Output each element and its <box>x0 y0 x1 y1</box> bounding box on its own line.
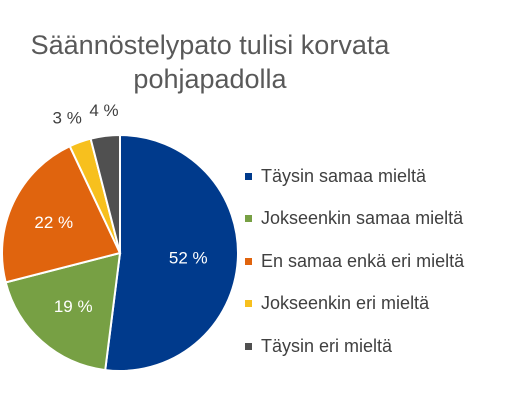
pie-slice <box>104 133 239 372</box>
legend-item: Täysin eri mieltä <box>245 325 464 368</box>
legend-label: Jokseenkin eri mieltä <box>261 293 430 314</box>
legend-item: Jokseenkin eri mieltä <box>245 283 464 326</box>
legend-label: Jokseenkin samaa mieltä <box>261 208 464 229</box>
legend-label: Täysin eri mieltä <box>261 335 393 356</box>
legend: Täysin samaa mieltä Jokseenkin samaa mie… <box>245 155 464 368</box>
legend-item: Jokseenkin samaa mieltä <box>245 198 464 241</box>
chart-title: Säännöstelypato tulisi korvata pohjapado… <box>0 28 420 96</box>
legend-item: Täysin samaa mieltä <box>245 155 464 198</box>
legend-item: En samaa enkä eri mieltä <box>245 240 464 283</box>
data-label: 4 % <box>89 101 118 120</box>
data-label: 52 % <box>169 248 208 267</box>
pie-slice <box>89 133 121 254</box>
legend-swatch <box>245 300 252 308</box>
chart-title-line-1: Säännöstelypato tulisi korvata <box>30 30 390 60</box>
chart-title-line-2: pohjapadolla <box>133 64 287 94</box>
legend-swatch <box>245 342 252 350</box>
legend-label: En samaa enkä eri mieltä <box>261 250 465 271</box>
legend-swatch <box>245 257 252 265</box>
pie-slice <box>1 144 122 284</box>
legend-label: Täysin samaa mieltä <box>261 165 427 186</box>
legend-swatch <box>245 172 252 180</box>
legend-swatch <box>245 215 252 223</box>
data-label: 3 % <box>53 109 82 128</box>
pie-slice <box>4 251 122 372</box>
data-label: 19 % <box>54 297 93 316</box>
data-label: 22 % <box>34 213 73 232</box>
